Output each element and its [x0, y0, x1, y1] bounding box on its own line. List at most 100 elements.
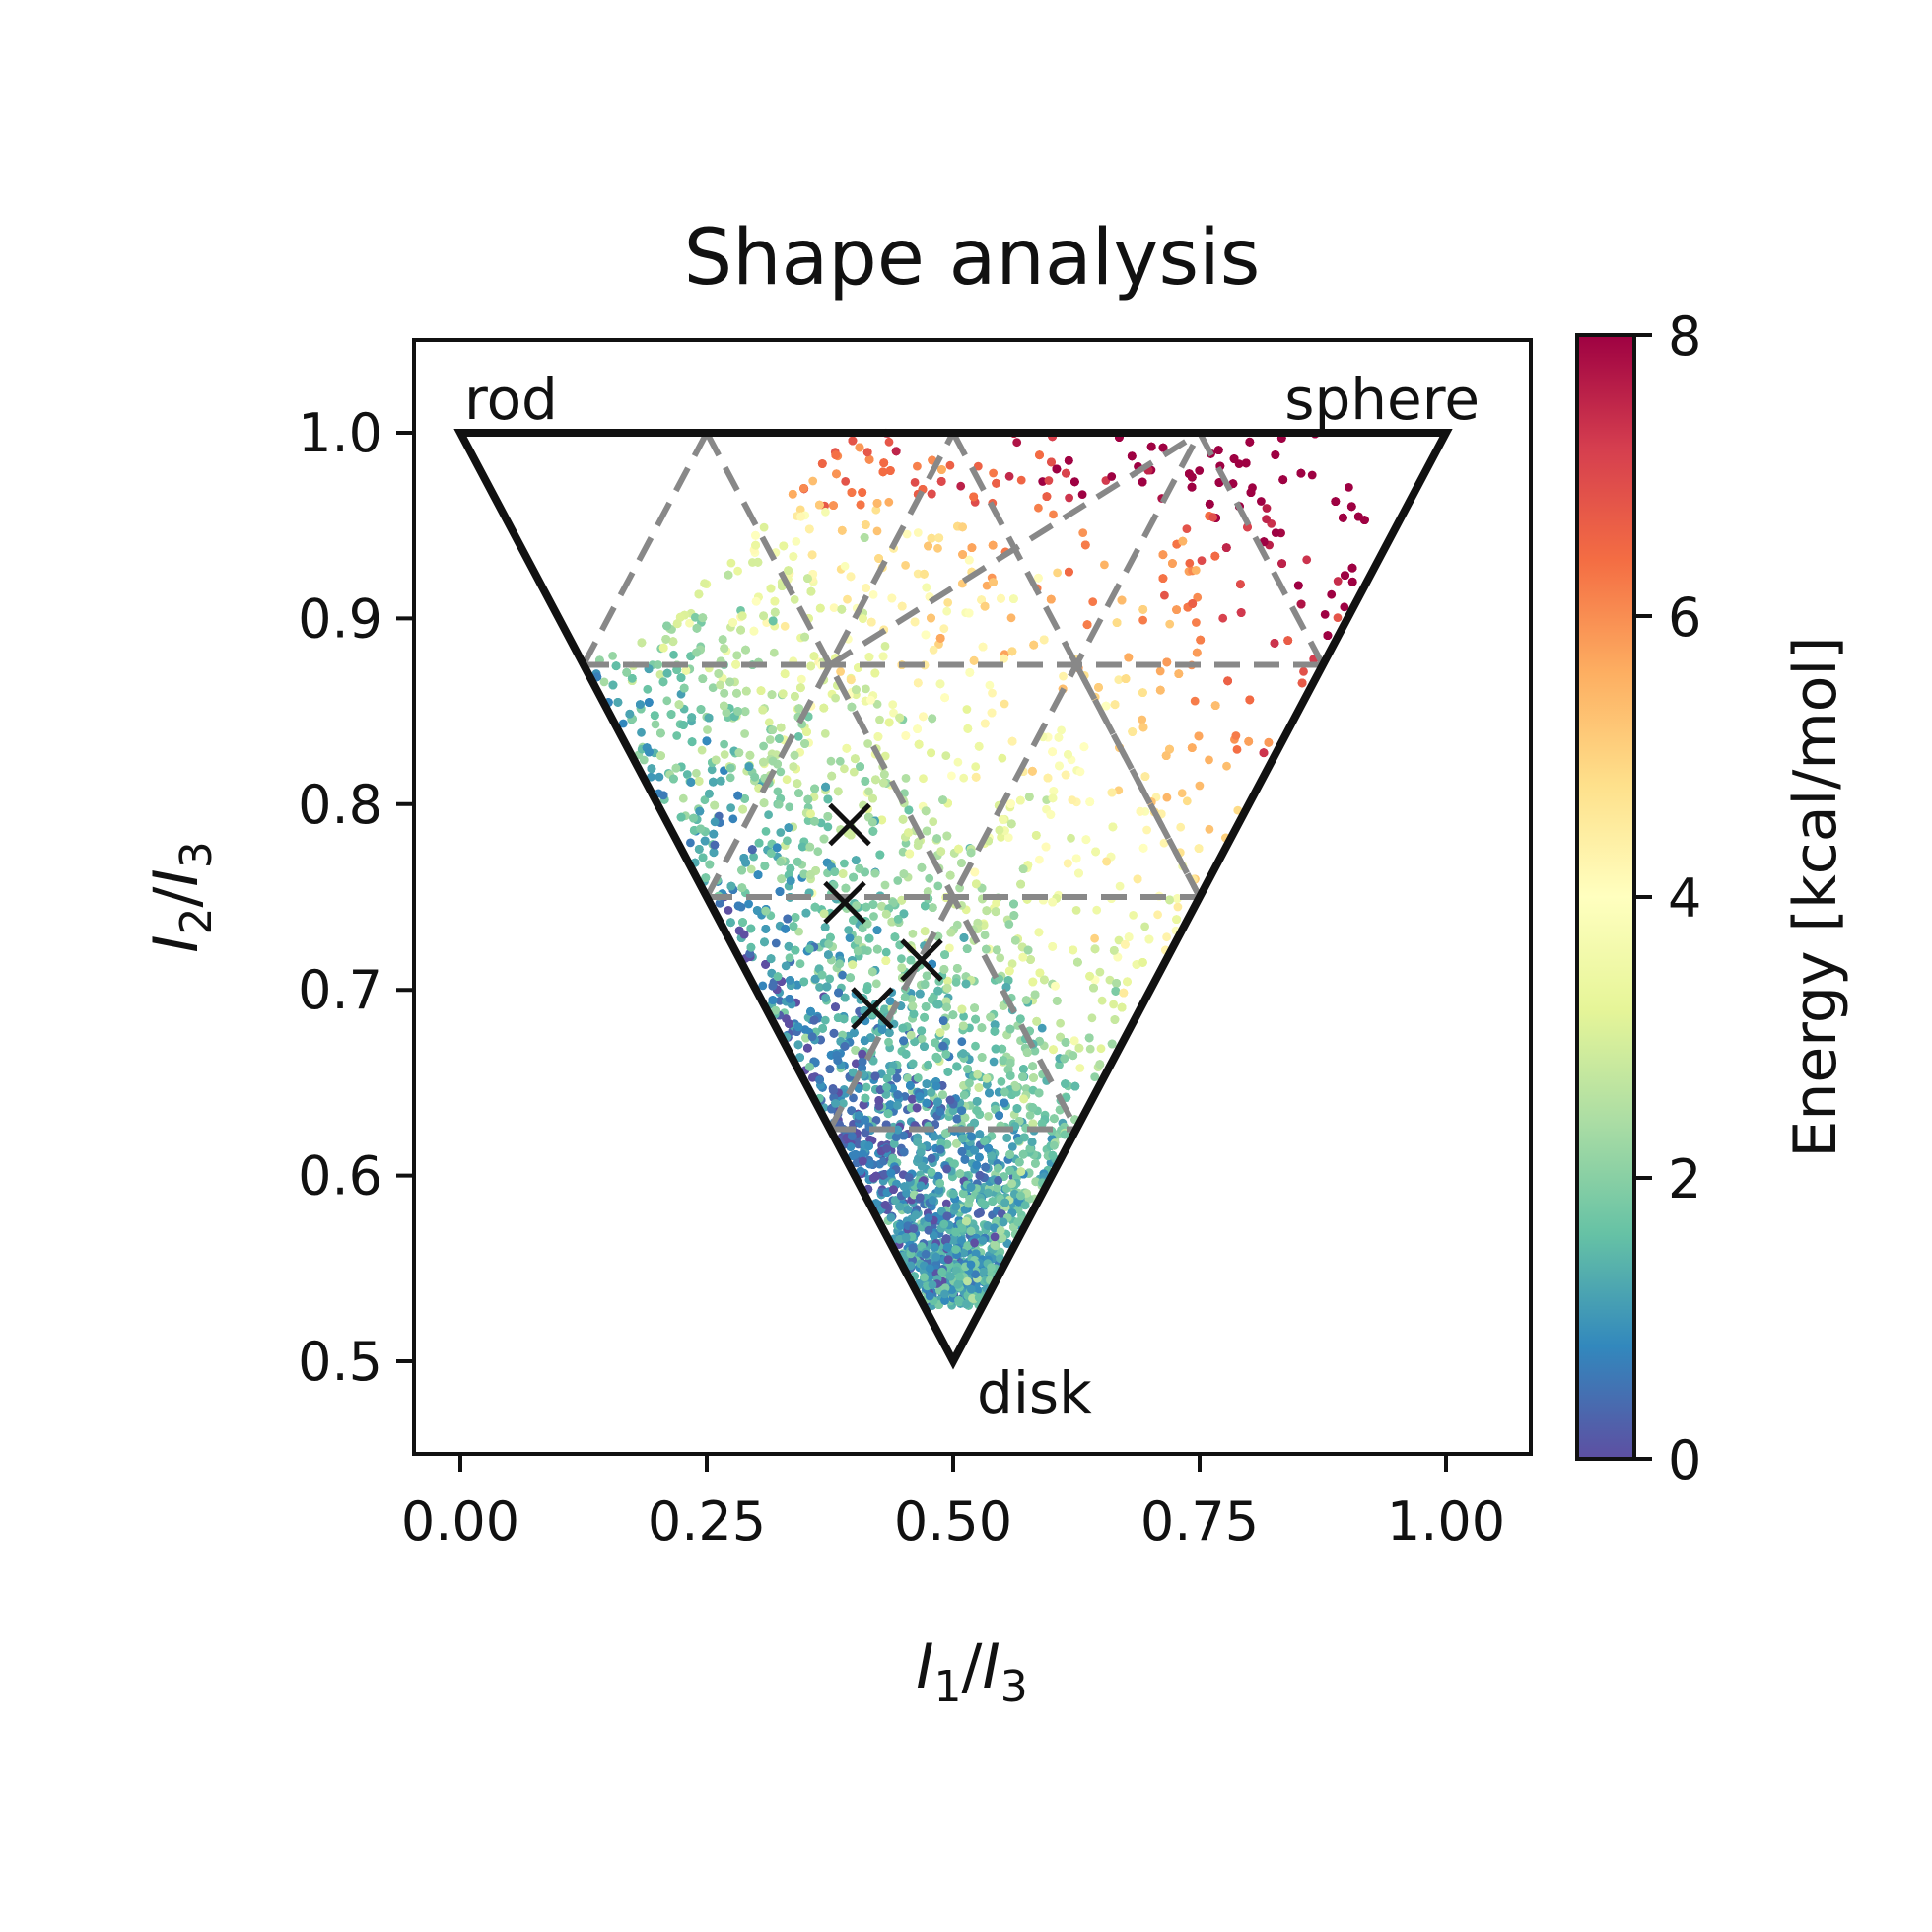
scatter-point — [1044, 476, 1054, 485]
scatter-point — [1271, 528, 1280, 537]
scatter-point — [803, 816, 813, 825]
scatter-point — [840, 859, 849, 868]
scatter-point — [871, 979, 881, 989]
scatter-point — [943, 976, 952, 986]
scatter-point — [808, 476, 818, 486]
scatter-point — [825, 974, 835, 984]
scatter-point — [1159, 838, 1169, 848]
scatter-point — [1075, 767, 1085, 777]
scatter-point — [795, 505, 805, 515]
scatter-point — [897, 954, 906, 964]
scatter-point — [1231, 731, 1241, 740]
scatter-point — [871, 505, 881, 515]
scatter-point — [948, 1106, 958, 1116]
scatter-point — [997, 1077, 1006, 1086]
scatter-point — [836, 667, 845, 676]
scatter-point — [685, 618, 694, 628]
scatter-point — [759, 522, 769, 532]
scatter-point — [794, 927, 803, 936]
scatter-point — [989, 468, 998, 478]
scatter-point — [901, 561, 910, 570]
scatter-point — [725, 773, 735, 783]
scatter-point — [656, 670, 665, 679]
scatter-point — [868, 590, 878, 599]
scatter-point — [973, 461, 983, 471]
scatter-point — [1185, 558, 1195, 568]
scatter-point — [785, 953, 794, 963]
scatter-point — [1262, 504, 1272, 513]
scatter-point — [1140, 922, 1149, 932]
scatter-point — [956, 481, 966, 491]
scatter-point — [1190, 696, 1200, 706]
scatter-point — [1003, 833, 1013, 842]
scatter-point — [872, 699, 882, 709]
scatter-point — [771, 938, 781, 948]
scatter-point — [761, 827, 771, 836]
scatter-point — [851, 1059, 861, 1069]
scatter-point — [1004, 920, 1014, 929]
scatter-point — [1191, 566, 1201, 575]
scatter-point — [820, 729, 830, 738]
scatter-point — [863, 739, 872, 748]
scatter-point — [959, 773, 969, 783]
scatter-point — [942, 606, 952, 616]
scatter-point — [1333, 577, 1343, 586]
scatter-point — [672, 731, 682, 740]
scatter-point — [744, 899, 753, 909]
scatter-point — [775, 996, 785, 1005]
scatter-point — [790, 595, 799, 604]
scatter-point — [849, 1093, 858, 1103]
scatter-point — [869, 912, 878, 921]
scatter-point — [980, 931, 990, 940]
scatter-point — [710, 817, 720, 827]
scatter-point — [884, 437, 894, 447]
scatter-point — [726, 558, 736, 568]
scatter-point — [884, 1037, 893, 1047]
scatter-point — [854, 1139, 862, 1149]
scatter-point — [1182, 796, 1192, 806]
scatter-point — [1071, 906, 1081, 915]
scatter-point — [898, 847, 908, 857]
scatter-point — [880, 642, 890, 651]
scatter-point — [1059, 671, 1068, 681]
scatter-point — [643, 684, 653, 694]
scatter-point — [989, 1057, 999, 1067]
scatter-point — [1299, 667, 1308, 676]
scatter-point — [1007, 1142, 1017, 1151]
scatter-point — [829, 603, 839, 612]
scatter-point — [703, 725, 712, 734]
scatter-point — [1345, 483, 1353, 492]
scatter-point — [826, 756, 836, 766]
scatter-point — [1053, 568, 1062, 578]
scatter-point — [884, 497, 894, 507]
scatter-point — [1025, 1111, 1035, 1120]
scatter-point — [720, 739, 728, 749]
scatter-point — [813, 847, 823, 857]
scatter-point — [1085, 1044, 1095, 1054]
scatter-point — [651, 720, 660, 729]
scatter-point — [1007, 959, 1017, 969]
scatter-point — [838, 970, 847, 980]
scatter-point — [997, 833, 1005, 842]
scatter-point — [913, 528, 923, 537]
scatter-point — [933, 881, 943, 891]
scatter-point — [875, 715, 884, 724]
scatter-point — [841, 477, 851, 486]
scatter-point — [690, 612, 700, 622]
scatter-point — [1165, 619, 1175, 629]
scatter-point — [1000, 699, 1009, 709]
scatter-point — [929, 645, 938, 655]
scatter-point — [1077, 490, 1087, 499]
scatter-point — [1205, 824, 1214, 834]
scatter-point — [1016, 475, 1026, 485]
scatter-point — [889, 708, 898, 718]
scatter-point — [1056, 1018, 1065, 1028]
scatter-point — [1088, 597, 1098, 606]
scatter-point — [686, 838, 695, 848]
scatter-point — [1006, 613, 1016, 623]
scatter-point — [840, 764, 849, 774]
scatter-point — [821, 507, 830, 517]
scatter-point — [823, 822, 833, 832]
scatter-point — [903, 1073, 913, 1083]
